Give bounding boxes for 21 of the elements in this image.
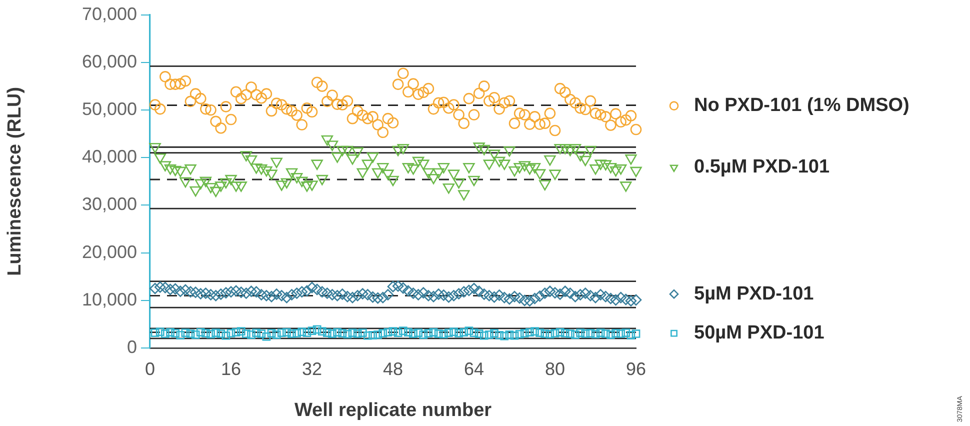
legend-label: No PXD-101 (1% DMSO)	[694, 95, 910, 116]
x-tick-label: 80	[544, 358, 566, 379]
x-tick-label: 48	[382, 358, 404, 379]
y-tick-label: 20,000	[82, 242, 137, 262]
y-tick-label: 30,000	[82, 194, 137, 214]
legend-label: 50µM PXD-101	[694, 322, 825, 344]
legend-label: 5µM PXD-101	[694, 283, 814, 304]
y-tick-label: 40,000	[82, 146, 137, 167]
y-tick-label: 10,000	[82, 289, 137, 310]
x-tick-label: 32	[302, 358, 322, 379]
x-tick-label: 0	[144, 358, 156, 379]
y-tick-label: 50,000	[82, 98, 137, 119]
x-axis-title: Well replicate number	[294, 400, 492, 421]
y-tick-label: 60,000	[82, 51, 137, 72]
x-tick-label: 16	[220, 358, 242, 379]
y-tick-label: 70,000	[82, 4, 137, 24]
x-tick-label: 64	[464, 358, 484, 379]
legend-label: 0.5µM PXD-101	[694, 156, 830, 178]
y-axis-title: Luminescence (RLU)	[4, 86, 26, 276]
x-tick-label: 96	[626, 358, 646, 379]
y-tick-label: 0	[126, 336, 137, 357]
